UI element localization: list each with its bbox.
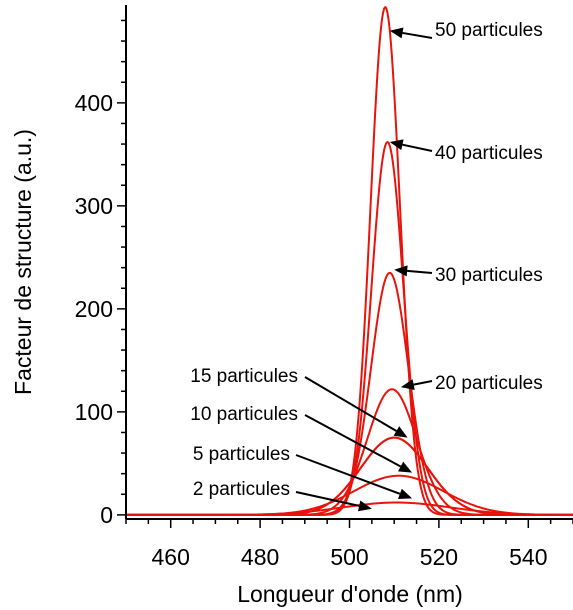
curves-layer [126, 6, 573, 516]
annotation-arrowhead [389, 139, 404, 151]
y-tick-label: 200 [75, 296, 113, 322]
annotation-label: 20 particules [435, 373, 543, 394]
annotation-label: 10 particules [190, 404, 298, 425]
annotation-label: 2 particules [193, 479, 290, 500]
y-tick-label: 300 [75, 193, 113, 219]
annotation-arrow-line [295, 491, 360, 507]
annotation-arrowhead [394, 265, 408, 277]
annotation-arrowhead [397, 488, 413, 499]
annotation-arrow-line [402, 31, 433, 39]
x-tick-label: 520 [420, 544, 458, 570]
annotation-arrow-line [402, 143, 433, 152]
annotation-arrow-line [304, 376, 397, 432]
annotation-arrowhead [398, 461, 413, 473]
x-tick-label: 500 [330, 544, 368, 570]
x-tick-label: 460 [152, 544, 190, 570]
y-axis-label: Facteur de structure (a.u.) [10, 129, 36, 395]
annotation-arrow-line [413, 380, 433, 386]
ticks-layer: 0 100 200 300 400 460 480 500 520 540 [75, 19, 573, 570]
annotation-arrow-line [295, 454, 401, 495]
annotation-label: 15 particules [190, 366, 298, 387]
series-line-8 [126, 6, 573, 516]
x-tick-label: 480 [241, 544, 279, 570]
annotations-layer: 50 particules 40 particules 30 particules 2… [190, 20, 543, 512]
annotation-arrowhead [389, 27, 404, 39]
annotation-label: 40 particules [435, 143, 543, 164]
y-tick-label: 100 [75, 399, 113, 425]
x-axis-label: Longueur d'onde (nm) [237, 581, 463, 607]
y-tick-label: 0 [100, 502, 113, 528]
annotation-arrowhead [393, 426, 408, 438]
annotation-arrow-line [304, 414, 402, 468]
annotation-label: 5 particules [193, 444, 290, 465]
annotation-arrowhead [357, 500, 372, 512]
annotation-arrow-line [407, 269, 433, 274]
x-tick-label: 540 [509, 544, 547, 570]
annotation-label: 30 particules [435, 265, 543, 286]
axes-layer [125, 5, 573, 520]
y-tick-label: 400 [75, 90, 113, 116]
annotation-arrowhead [400, 379, 415, 391]
annotation-label: 50 particules [435, 20, 543, 41]
